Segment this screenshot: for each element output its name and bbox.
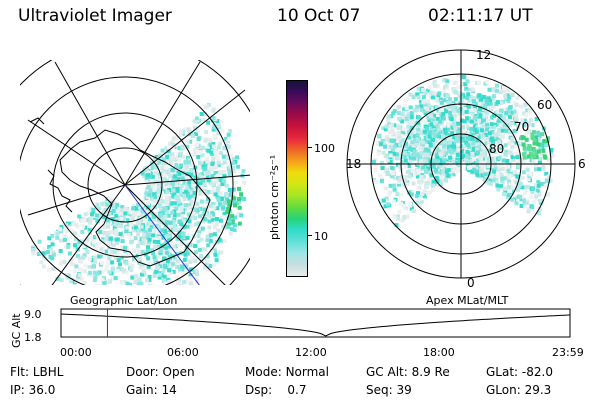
glat-label: GLat: [486,365,519,379]
auroral-emission-right [372,74,555,228]
door-label: Door: [126,365,159,379]
colorbar-tick-mark [307,235,312,236]
mlt-12-label: 12 [476,48,492,62]
glon-value: 29.3 [524,383,552,397]
colorbar-label: photon cm⁻²s⁻¹ [268,154,281,240]
mlt-6-label: 6 [578,157,586,171]
glat-value: -82.0 [521,365,553,379]
lat-60-label: 60 [537,98,553,112]
colorbar-tick-mark [307,147,312,148]
orbit-altitude-curve [60,313,571,337]
timeline-ytick-high: 9.0 [24,308,42,321]
seq-label: Seq: [366,383,393,397]
mode-field: Mode: Normal [245,365,329,379]
glon-label: GLon: [486,383,521,397]
gain-value: 14 [161,383,177,397]
seq-field: Seq: 39 [366,383,412,397]
right-panel-caption: Apex MLat/MLT [426,294,509,307]
gcalt-field: GC Alt: 8.9 Re [366,365,450,379]
dsp-label: Dsp: [245,383,273,397]
timeline-ylabel: GC Alt [10,313,23,348]
glat-field: GLat: -82.0 [486,365,553,379]
ip-field: IP: 36.0 [10,383,55,397]
gain-label: Gain: [126,383,158,397]
magnetic-grid [346,49,576,279]
gain-field: Gain: 14 [126,383,177,397]
time-label: 02:11:17 UT [428,6,533,26]
dsp-value: 0.7 [287,383,307,397]
terminator-line [124,184,200,285]
timeline-plot [60,308,571,338]
door-field: Door: Open [126,365,195,379]
colorbar-tick-10: 10 [314,230,328,243]
dsp-field: Dsp: 0.7 [245,383,307,397]
ip-label: IP: [10,383,25,397]
mode-label: Mode: [245,365,282,379]
timeline-ytick-low: 1.8 [24,331,42,344]
lat-80-label: 80 [489,142,505,156]
left-panel-caption: Geographic Lat/Lon [70,294,178,307]
mlt-18-label: 18 [346,157,362,171]
flt-field: Flt: LBHL [10,365,63,379]
timeline-xtick-2: 12:00 [295,346,327,359]
colorbar-tick-100: 100 [314,142,335,155]
gcalt-value: 8.9 Re [411,365,450,379]
seq-value: 39 [396,383,412,397]
glon-field: GLon: 29.3 [486,383,551,397]
door-value: Open [162,365,195,379]
gcalt-label: GC Alt: [366,365,408,379]
flt-label: Flt: [10,365,29,379]
timeline-xtick-4: 23:59 [552,346,584,359]
timeline-xtick-3: 18:00 [423,346,455,359]
timeline-xtick-0: 00:00 [60,346,92,359]
mlt-0-label: 0 [467,276,475,290]
mode-value: Normal [285,365,329,379]
app-title: Ultraviolet Imager [18,6,172,26]
flt-value: LBHL [32,365,64,379]
colorbar [286,80,308,277]
date-label: 10 Oct 07 [277,6,361,26]
timeline-xtick-1: 06:00 [167,346,199,359]
lat-70-label: 70 [514,120,530,134]
ip-value: 36.0 [28,383,56,397]
